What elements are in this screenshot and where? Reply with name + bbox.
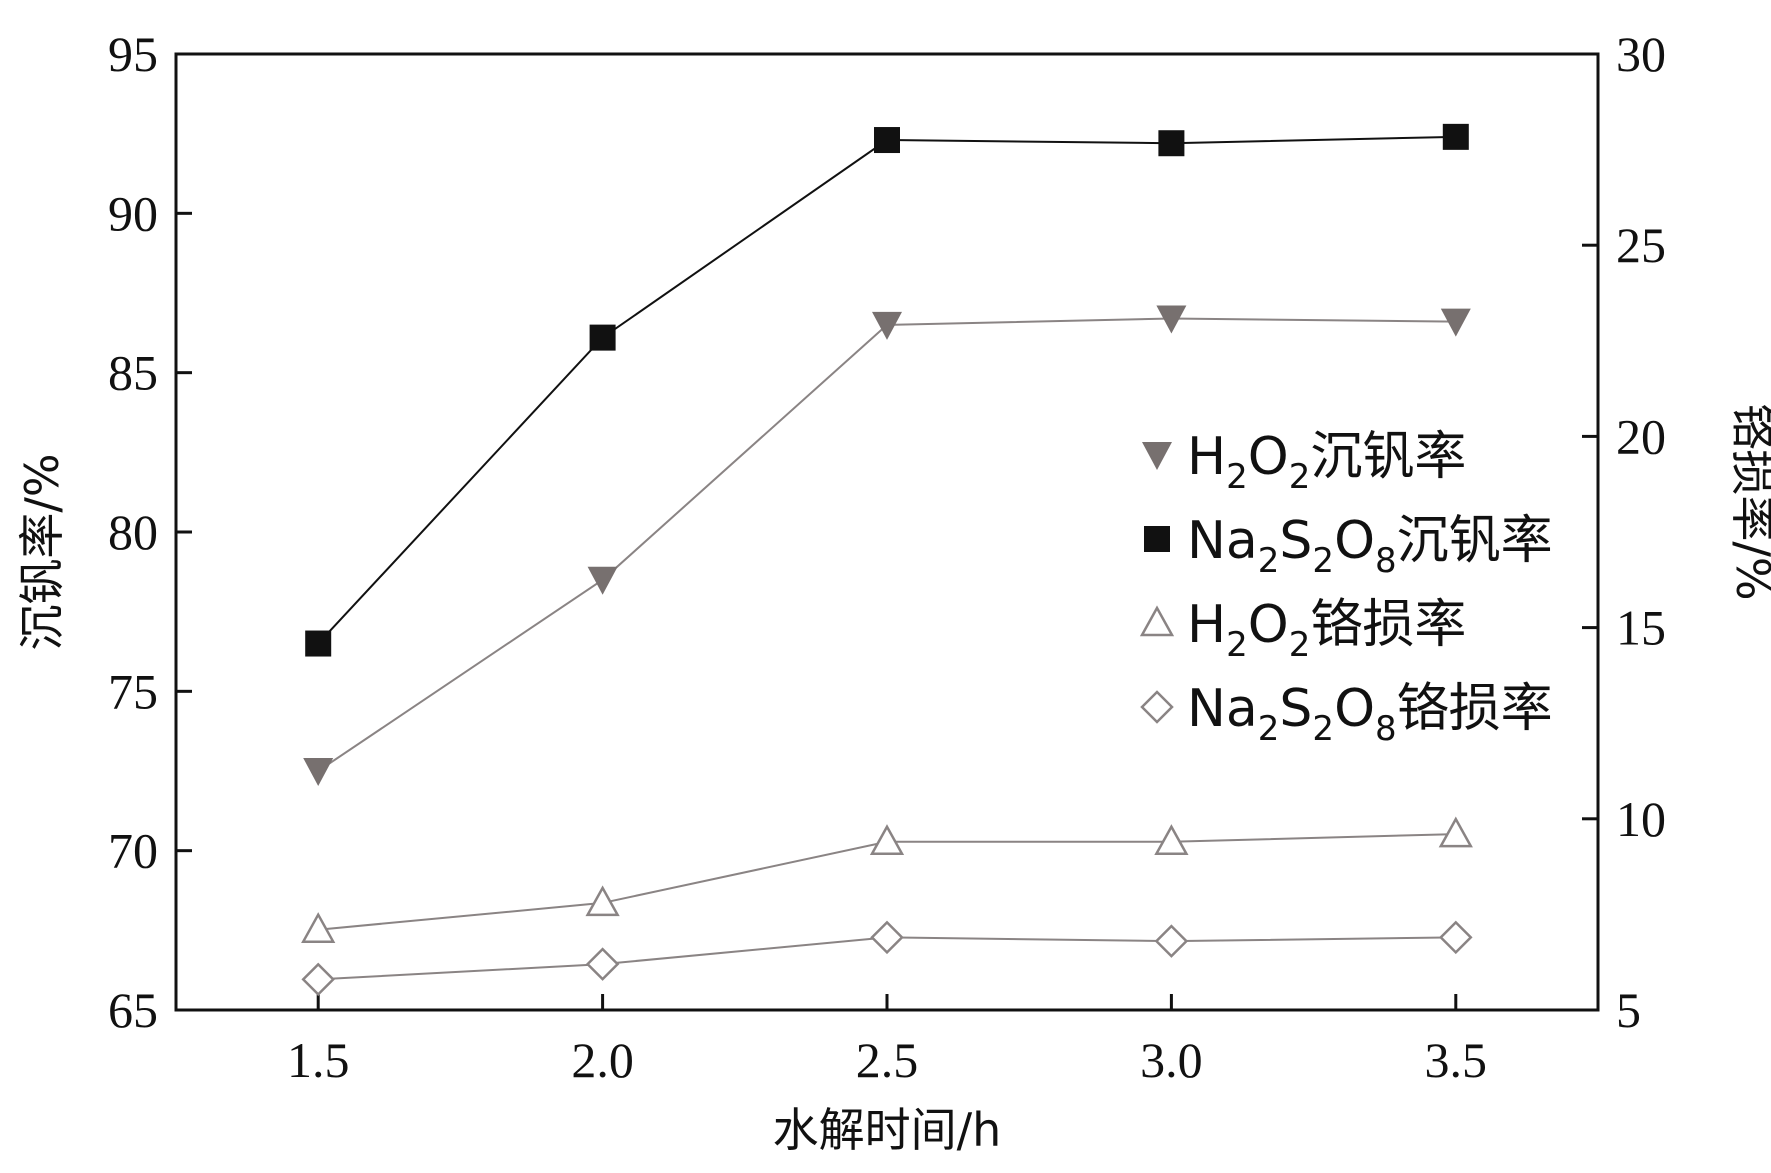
legend-item: H2O2铬损率 xyxy=(1139,595,1466,665)
legend-marker xyxy=(1140,690,1174,724)
data-point xyxy=(870,920,904,955)
data-point xyxy=(1154,924,1189,958)
y-left-tick-label: 95 xyxy=(108,26,158,82)
y-left-tick-label: 70 xyxy=(108,823,158,879)
series-2 xyxy=(301,816,1473,943)
legend-label: H2O2铬损率 xyxy=(1187,595,1466,665)
data-point xyxy=(872,311,902,340)
y-left-tick-label: 65 xyxy=(108,982,158,1038)
data-point xyxy=(585,885,620,917)
data-point xyxy=(1440,308,1471,337)
data-point xyxy=(1156,305,1187,334)
data-point xyxy=(301,962,335,997)
data-point xyxy=(585,947,620,981)
data-point xyxy=(589,324,616,351)
x-tick-label: 2.5 xyxy=(856,1032,919,1088)
data-point xyxy=(869,824,905,855)
data-point xyxy=(1158,130,1185,157)
y-axis-right-title: 铬损率/% xyxy=(1726,403,1771,600)
y-right-tick-label: 20 xyxy=(1616,408,1666,464)
legend: H2O2沉钒率 Na2S2O8沉钒率 H2O2铬损率 Na2S2O8铬损率 xyxy=(1139,427,1553,749)
x-tick-label: 2.0 xyxy=(571,1032,634,1088)
data-point xyxy=(874,127,900,154)
legend-item: Na2S2O8沉钒率 xyxy=(1144,511,1553,581)
data-point xyxy=(303,758,334,786)
data-point xyxy=(587,566,618,595)
data-point xyxy=(301,912,336,943)
y-right-tick-label: 5 xyxy=(1616,982,1641,1038)
legend-marker xyxy=(1144,526,1170,552)
series-0 xyxy=(303,305,1471,786)
series-3 xyxy=(301,920,1473,997)
legend-label: H2O2沉钒率 xyxy=(1187,427,1466,497)
legend-item: Na2S2O8铬损率 xyxy=(1140,679,1553,749)
y-left-tick-label: 80 xyxy=(108,504,158,560)
data-point xyxy=(1442,123,1469,150)
y-right-tick-label: 15 xyxy=(1616,600,1666,656)
legend-label: Na2S2O8铬损率 xyxy=(1187,679,1553,749)
x-axis-title: 水解时间/h xyxy=(773,1103,1002,1157)
y-right-tick-label: 25 xyxy=(1616,217,1666,273)
data-point xyxy=(1154,824,1189,855)
legend-marker xyxy=(1142,442,1172,470)
series-layer xyxy=(301,123,1473,997)
x-tick-label: 3.0 xyxy=(1140,1032,1203,1088)
x-tick-label: 3.5 xyxy=(1425,1032,1488,1088)
y-right-tick-label: 30 xyxy=(1616,26,1666,82)
legend-label: Na2S2O8沉钒率 xyxy=(1187,511,1553,581)
data-point xyxy=(305,630,332,657)
axes: 1.5 2.0 2.5 3.0 3.5 65 70 75 80 85 90 95 5 10 15 20 25 30 xyxy=(108,26,1666,1088)
plot-frame xyxy=(174,52,1600,1012)
y-right-tick-label: 10 xyxy=(1616,791,1666,847)
data-point xyxy=(1438,816,1473,848)
y-left-tick-label: 75 xyxy=(108,663,158,719)
y-left-tick-label: 85 xyxy=(108,345,158,401)
legend-marker xyxy=(1139,605,1175,637)
y-axis-left-title: 沉钒率/% xyxy=(15,453,69,650)
data-point xyxy=(1439,920,1473,955)
series-1 xyxy=(305,123,1469,657)
x-tick-label: 1.5 xyxy=(287,1032,350,1088)
y-left-tick-label: 90 xyxy=(108,185,158,241)
legend-item: H2O2沉钒率 xyxy=(1142,427,1466,497)
